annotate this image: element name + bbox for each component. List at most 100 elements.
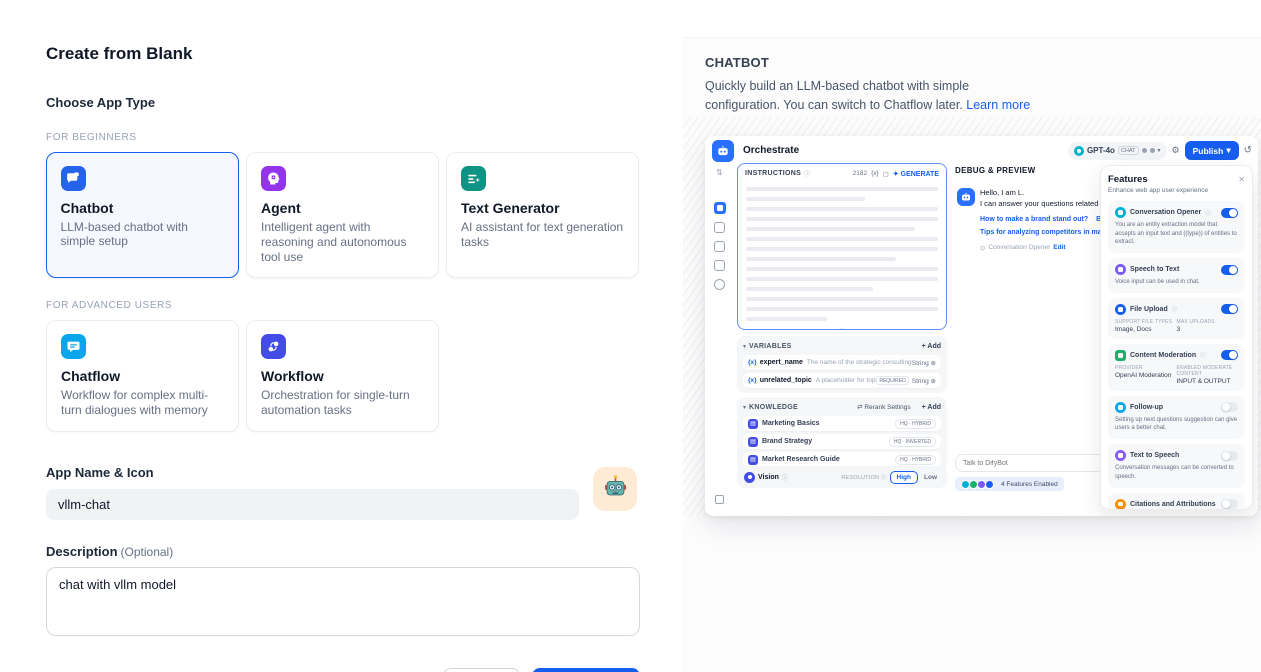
feature-card: Text to Speech Conversation messages can… <box>1108 444 1245 487</box>
description-label: Description(Optional) <box>46 544 640 559</box>
page-title: Create from Blank <box>46 44 640 64</box>
conversation-opener-icon <box>1115 207 1126 218</box>
agent-icon <box>261 166 286 191</box>
knowledge-row: ▤ Brand Strategy HQ · INVERTED <box>743 434 941 449</box>
description-textarea[interactable]: chat with vllm model <box>46 567 640 636</box>
knowledge-row: ▤ Marketing Basics HQ · HYBRID <box>743 416 941 431</box>
toggle <box>1221 265 1238 275</box>
features-panel: Features ✕ Enhance web app user experien… <box>1100 165 1253 510</box>
toggle <box>1221 350 1238 360</box>
feature-card: File Upload ⓘ SUPPORT FILE TYPESImage, D… <box>1108 298 1245 339</box>
rail-logs-icon <box>714 241 725 252</box>
publish-button: Publish▾ <box>1185 141 1239 160</box>
citations-icon <box>1115 499 1126 510</box>
copy-icon: ▢ <box>883 170 889 178</box>
history-icon: ↺ <box>1244 145 1252 156</box>
app-type-card-text-generator[interactable]: Text Generator AI assistant for text gen… <box>446 152 639 278</box>
app-name-input[interactable] <box>46 489 579 520</box>
robot-emoji-icon <box>602 473 629 505</box>
variable-token-icon: {x} <box>871 170 879 177</box>
info-icon: ⓘ <box>1172 305 1178 313</box>
opener-icon: ⊙ <box>980 244 985 252</box>
debug-preview-title: DEBUG & PREVIEW <box>955 166 1036 175</box>
app-name-label: App Name & Icon <box>46 465 640 480</box>
cancel-button[interactable]: Cancel <box>443 668 520 672</box>
model-mode-tag: CHAT <box>1118 146 1139 155</box>
knowledge-section: ▾ KNOWLEDGE ⇄ Rerank Settings + Add ▤ Ma… <box>737 397 947 472</box>
chatflow-icon <box>61 334 86 359</box>
variables-section: ▾ VARIABLES + Add {x} expert_name The na… <box>737 336 947 393</box>
feature-card: Follow-up Setting up next questions sugg… <box>1108 396 1245 439</box>
modal-footer: No ideas? Check out our templates → Canc… <box>46 668 640 672</box>
speech-to-text-icon <box>1115 264 1126 275</box>
instructions-title: INSTRUCTIONS <box>745 170 801 177</box>
choose-app-type-heading: Choose App Type <box>46 95 640 110</box>
document-icon: ▤ <box>748 437 758 447</box>
app-icon-picker[interactable] <box>593 467 637 511</box>
info-description: Quickly build an LLM-based chatbot with … <box>705 77 1043 115</box>
preview-app-title: Orchestrate <box>743 145 799 156</box>
rail-checkbox-icon <box>715 495 724 504</box>
knowledge-title: KNOWLEDGE <box>749 404 798 411</box>
text-to-speech-icon <box>1115 450 1126 461</box>
features-title: Features <box>1108 174 1148 185</box>
beginner-cards-row: Chatbot LLM-based chatbot with simple se… <box>46 152 640 278</box>
rail-prompt-icon <box>714 202 726 214</box>
card-description: AI assistant for text generation tasks <box>461 220 624 250</box>
edit-opener-link: Edit <box>1053 244 1065 251</box>
rerank-settings-button: ⇄ Rerank Settings <box>857 403 911 411</box>
app-type-info: CHATBOT Quickly build an LLM-based chatb… <box>683 38 1043 115</box>
generate-button: ✦ GENERATE <box>893 170 939 178</box>
info-pane: CHATBOT Quickly build an LLM-based chatb… <box>683 0 1261 672</box>
document-icon: ▤ <box>748 455 758 465</box>
suggested-question: How to make a brand stand out? <box>980 216 1088 223</box>
info-heading: CHATBOT <box>705 55 1043 70</box>
features-enabled-bar: 4 Features Enabled <box>955 477 1064 491</box>
rail-annotations-icon <box>714 260 725 271</box>
toggle <box>1221 451 1238 461</box>
vision-icon <box>744 472 755 483</box>
char-count: 2182 <box>853 170 867 177</box>
variable-row: {x} expert_name The name of the strategi… <box>743 355 941 370</box>
feature-dot-icon <box>985 480 994 489</box>
feature-card: Speech to Text Voice input can be used i… <box>1108 258 1245 293</box>
card-title: Workflow <box>261 368 424 384</box>
create-button[interactable]: Create ⌘ ↵ <box>532 668 640 672</box>
app-type-card-workflow[interactable]: Workflow Orchestration for single-turn a… <box>246 320 439 432</box>
preview-sidebar: ⇅ <box>705 164 735 516</box>
collapse-icon: ▾ <box>743 404 746 411</box>
card-title: Agent <box>261 200 424 216</box>
model-icon <box>1074 146 1084 156</box>
app-type-card-chatflow[interactable]: Chatflow Workflow for complex multi-turn… <box>46 320 239 432</box>
resolution-low-option: Low <box>921 472 940 483</box>
learn-more-link[interactable]: Learn more <box>966 98 1030 112</box>
settings-icon <box>1150 148 1155 153</box>
bot-message: Hello, I am L. I can answer your questio… <box>957 188 1107 252</box>
toggle <box>1221 499 1238 509</box>
bot-avatar-icon <box>957 188 975 206</box>
feature-card: Citations and Attributions Show source d… <box>1108 493 1245 511</box>
dify-app-logo-icon <box>712 140 734 162</box>
document-icon: ▤ <box>748 419 758 429</box>
info-icon: ⓘ <box>1200 351 1206 359</box>
knowledge-row: ▤ Market Research Guide HQ · HYBRID <box>743 452 941 467</box>
model-selector: GPT-4o CHAT ▾ <box>1068 142 1167 160</box>
app-type-card-chatbot[interactable]: Chatbot LLM-based chatbot with simple se… <box>46 152 239 278</box>
group-label-beginners: FOR BEGINNERS <box>46 132 640 143</box>
required-tag: REQUIRED <box>876 376 908 385</box>
prompt-skeleton <box>738 181 946 321</box>
info-icon: ⓘ <box>782 473 788 482</box>
workflow-icon <box>261 334 286 359</box>
optional-hint: (Optional) <box>121 545 174 559</box>
follow-up-icon <box>1115 402 1126 413</box>
feature-card: Content Moderation ⓘ PROVIDEROpenAI Mode… <box>1108 344 1245 391</box>
vision-section: Vision ⓘ RESOLUTION ⓘ High Low <box>737 466 947 488</box>
card-title: Chatbot <box>61 200 225 216</box>
file-upload-icon <box>1115 304 1126 315</box>
app-type-card-agent[interactable]: Agent Intelligent agent with reasoning a… <box>246 152 439 278</box>
create-app-modal: Create from Blank Choose App Type FOR BE… <box>0 0 683 672</box>
feature-card: Conversation Opener ⓘ You are an entity … <box>1108 201 1245 253</box>
variables-title: VARIABLES <box>749 343 792 350</box>
group-label-advanced: FOR ADVANCED USERS <box>46 300 640 311</box>
chevron-down-icon: ▾ <box>1226 145 1230 156</box>
